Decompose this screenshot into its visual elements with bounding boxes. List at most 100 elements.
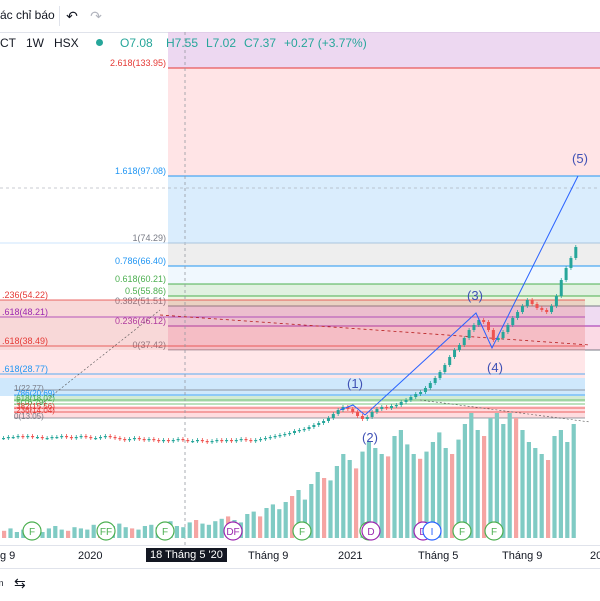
fib-level-label: 2.618(133.95) xyxy=(110,58,166,68)
candle-body xyxy=(132,438,136,440)
wave-label: (4) xyxy=(487,360,503,375)
candle-body xyxy=(45,438,49,440)
candle-body xyxy=(21,436,25,438)
fib-level-label: .236(54.22) xyxy=(2,290,48,300)
volume-bar xyxy=(366,442,371,538)
candle-body xyxy=(346,407,350,409)
wave-label: (3) xyxy=(467,288,483,303)
event-marker-icon[interactable] xyxy=(223,521,243,541)
event-markers: FFFFDFFFFDDIFF xyxy=(22,521,504,541)
candle-body xyxy=(229,440,233,442)
wave-label: (5) xyxy=(572,151,588,166)
volume-bar xyxy=(558,430,563,538)
volume-bar xyxy=(456,439,461,538)
indicators-button[interactable]: ác chỉ báo xyxy=(0,8,55,22)
elliott-wave-path xyxy=(364,175,579,416)
volume-bar xyxy=(424,451,429,538)
volume-bar xyxy=(450,454,455,538)
candle-body xyxy=(550,306,554,312)
candle-body xyxy=(142,439,146,441)
volume-bar xyxy=(59,529,64,538)
candle-body xyxy=(166,440,170,442)
time-tick: 2020 xyxy=(78,550,103,562)
low-value: L7.02 xyxy=(206,36,237,50)
volume-bar xyxy=(14,532,19,538)
time-axis[interactable]: g 9 2020 18 Tháng 5 '20 Tháng 9 2021 Thá… xyxy=(0,545,600,568)
candle-body xyxy=(6,437,10,439)
candle-body xyxy=(84,436,88,438)
event-marker-icon[interactable] xyxy=(22,521,42,541)
fib-level-label: 0.382(51.51) xyxy=(115,296,166,306)
fib-level-label: .618(48.21) xyxy=(2,307,48,317)
candle-body xyxy=(312,425,316,427)
candle-body xyxy=(200,440,204,442)
candle-body xyxy=(283,434,287,436)
candle-body xyxy=(453,350,457,357)
event-marker-icon[interactable] xyxy=(452,521,472,541)
event-marker-label: I xyxy=(431,527,434,538)
volume-bar xyxy=(296,490,301,538)
candle-body xyxy=(554,296,558,306)
candle-body xyxy=(196,440,199,442)
candle-body xyxy=(162,440,166,442)
volume-bar xyxy=(341,454,346,538)
volume-bar xyxy=(418,458,423,538)
undo-icon[interactable]: ↶ xyxy=(66,8,78,24)
fib-band xyxy=(168,243,600,266)
candle-body xyxy=(540,308,544,310)
fib-retracement-lower: .236(54.22) .618(48.21) .618(38.49) .618(28… xyxy=(0,290,585,421)
open-value: O7.08 xyxy=(120,36,153,50)
top-toolbar: ác chỉ báo ↶ ↷ xyxy=(0,0,600,33)
event-marker-icon[interactable] xyxy=(292,521,312,541)
candle-body xyxy=(414,394,418,397)
fib-band xyxy=(0,300,585,350)
goto-date-icon[interactable]: ⇆ xyxy=(14,575,26,591)
event-marker-icon[interactable] xyxy=(422,521,442,541)
candle-body xyxy=(239,439,243,441)
candle-body xyxy=(11,437,15,439)
interval-label[interactable]: 1W xyxy=(26,36,44,50)
redo-icon[interactable]: ↷ xyxy=(90,8,102,24)
candle-body xyxy=(123,439,127,441)
volume-bar xyxy=(277,509,282,538)
fib-level-label: 1(22.77) xyxy=(14,384,44,393)
candle-body xyxy=(472,325,476,330)
chart-canvas[interactable]: 2.618(133.95) 1.618(97.08) 1(74.29) 0.786(6… xyxy=(0,32,600,564)
wave-label: (2) xyxy=(362,430,378,445)
candle-body xyxy=(501,332,505,338)
symbol-ticker[interactable]: CT xyxy=(0,36,16,50)
candle-body xyxy=(26,436,30,438)
volume-bar xyxy=(123,527,128,538)
fib-level-label: .236(14.04) xyxy=(14,406,55,415)
fib-band xyxy=(168,266,600,284)
volume-bar xyxy=(78,528,83,538)
fib-band xyxy=(168,68,600,176)
candle-body xyxy=(482,320,486,322)
candle-body xyxy=(113,437,117,439)
bottom-toolbar: ᵐ ⇆ xyxy=(0,568,600,601)
candle-body xyxy=(99,437,102,439)
volume-bar xyxy=(475,430,480,538)
volume-bar xyxy=(437,432,442,538)
candle-body xyxy=(16,436,20,438)
volume-bar xyxy=(309,484,314,538)
volume-bar xyxy=(46,528,51,538)
event-marker-icon[interactable] xyxy=(484,521,504,541)
high-value: H7.55 xyxy=(166,36,199,50)
candle-body xyxy=(268,437,272,439)
event-marker-icon[interactable] xyxy=(361,521,381,541)
volume-bar xyxy=(539,454,544,538)
fib-band xyxy=(14,396,585,402)
change-value: +0.27 (+3.77%) xyxy=(284,36,367,50)
time-tick: Tháng 9 xyxy=(248,550,289,562)
event-marker-icon[interactable] xyxy=(96,521,116,541)
event-marker-icon[interactable] xyxy=(155,521,175,541)
candle-body xyxy=(263,438,267,440)
volume-bar xyxy=(2,530,7,538)
candle-body xyxy=(428,383,432,388)
range-selector-icon[interactable]: ᵐ xyxy=(0,577,3,592)
volume-bar xyxy=(283,502,288,538)
candle-body xyxy=(65,436,69,438)
volume-bar xyxy=(482,436,487,538)
market-status-icon xyxy=(96,39,103,46)
